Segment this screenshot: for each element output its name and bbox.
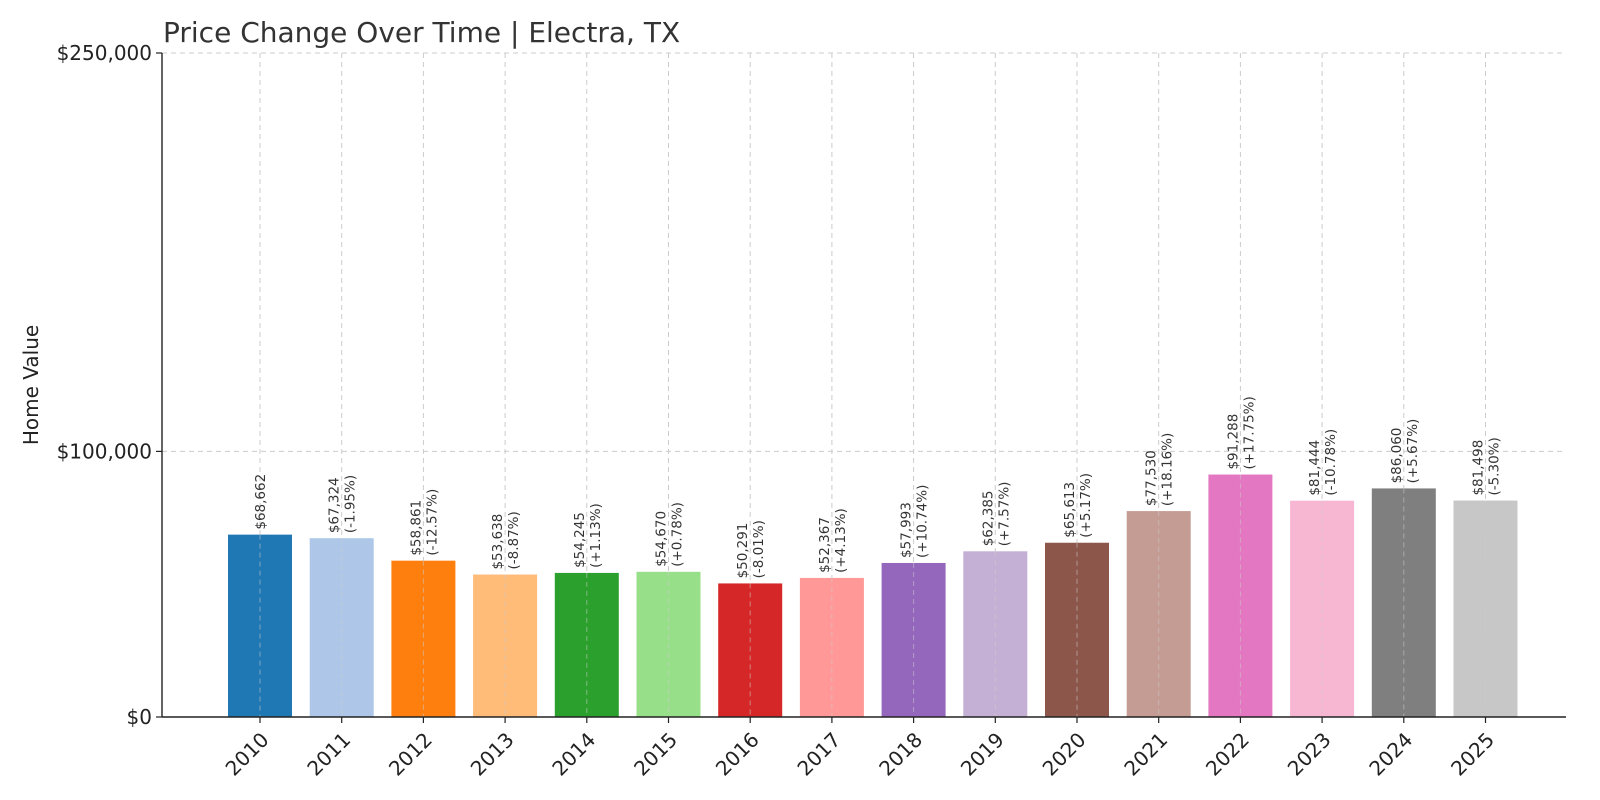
value-label-2010: $68,662 <box>253 474 269 530</box>
value-label-2020: $65,613 <box>1062 482 1078 538</box>
x-tick-label-2017: 2017 <box>792 728 845 781</box>
y-tick-labels: $0 $100,000 $250,000 <box>57 41 162 729</box>
x-tick-label-2018: 2018 <box>874 728 927 781</box>
change-label-2017: (+4.13%) <box>833 508 849 573</box>
x-tick-labels: 2010 2011 2012 2013 2014 2015 2016 2017 2018 2019… <box>221 717 1499 781</box>
y-axis-label: Home Value <box>19 325 43 445</box>
x-tick-label-2013: 2013 <box>466 728 519 781</box>
change-label-2025: (-5.30%) <box>1487 437 1503 495</box>
value-label-2023: $81,444 <box>1307 440 1323 496</box>
value-label-2022: $91,288 <box>1225 414 1241 470</box>
value-label-2021: $77,530 <box>1144 450 1160 506</box>
change-label-2021: (+18.16%) <box>1160 433 1176 506</box>
x-tick-label-2010: 2010 <box>221 728 274 781</box>
x-tick-label-2012: 2012 <box>384 728 437 781</box>
change-label-2019: (+7.57%) <box>996 482 1012 547</box>
y-gridlines <box>162 52 1566 452</box>
x-tick-label-2025: 2025 <box>1446 728 1499 781</box>
value-label-2012: $58,861 <box>408 500 424 556</box>
change-label-2011: (-1.95%) <box>343 475 359 533</box>
bar-2024 <box>1371 488 1436 717</box>
change-label-2022: (+17.75%) <box>1241 396 1257 469</box>
change-label-2023: (-10.78%) <box>1323 429 1339 496</box>
x-tick-label-2015: 2015 <box>629 728 682 781</box>
value-label-2025: $81,498 <box>1471 440 1487 496</box>
change-label-2015: (+0.78%) <box>670 502 686 567</box>
chart-title: Price Change Over Time | Electra, TX <box>163 16 680 49</box>
x-tick-label-2023: 2023 <box>1283 728 1336 781</box>
x-tick-label-2011: 2011 <box>302 728 355 781</box>
bars <box>228 474 1518 717</box>
change-label-2016: (-8.01%) <box>751 520 767 578</box>
value-label-2018: $57,993 <box>899 502 915 558</box>
y-tick-label: $250,000 <box>57 41 152 65</box>
value-label-2017: $52,367 <box>817 517 833 573</box>
value-label-2019: $62,385 <box>980 490 996 546</box>
x-tick-label-2021: 2021 <box>1119 728 1172 781</box>
change-label-2020: (+5.17%) <box>1078 473 1094 538</box>
x-tick-label-2020: 2020 <box>1038 728 1091 781</box>
value-label-2015: $54,670 <box>654 511 670 567</box>
change-label-2018: (+10.74%) <box>915 485 931 558</box>
x-tick-label-2022: 2022 <box>1201 728 1254 781</box>
bar-2011 <box>309 538 374 717</box>
change-label-2024: (+5.67%) <box>1405 419 1421 484</box>
x-tick-label-2019: 2019 <box>956 728 1009 781</box>
y-tick-label: $100,000 <box>57 439 152 463</box>
x-tick-label-2016: 2016 <box>711 728 764 781</box>
change-label-2012: (-12.57%) <box>424 489 440 556</box>
data-labels: $68,662 $67,324 (-1.95%) $58,861 (-12.57%) $5… <box>253 396 1503 578</box>
value-label-2013: $53,638 <box>490 514 506 570</box>
x-tick-label-2024: 2024 <box>1364 728 1417 781</box>
value-label-2011: $67,324 <box>327 477 343 533</box>
value-label-2024: $86,060 <box>1389 428 1405 484</box>
value-label-2014: $54,245 <box>572 512 588 568</box>
bar-2017 <box>799 577 864 717</box>
change-label-2014: (+1.13%) <box>588 503 604 568</box>
change-label-2013: (-8.87%) <box>506 511 522 569</box>
x-tick-label-2014: 2014 <box>547 728 600 781</box>
value-label-2016: $50,291 <box>735 523 751 579</box>
bar-2012 <box>391 560 456 717</box>
y-tick-label: $0 <box>127 705 152 729</box>
